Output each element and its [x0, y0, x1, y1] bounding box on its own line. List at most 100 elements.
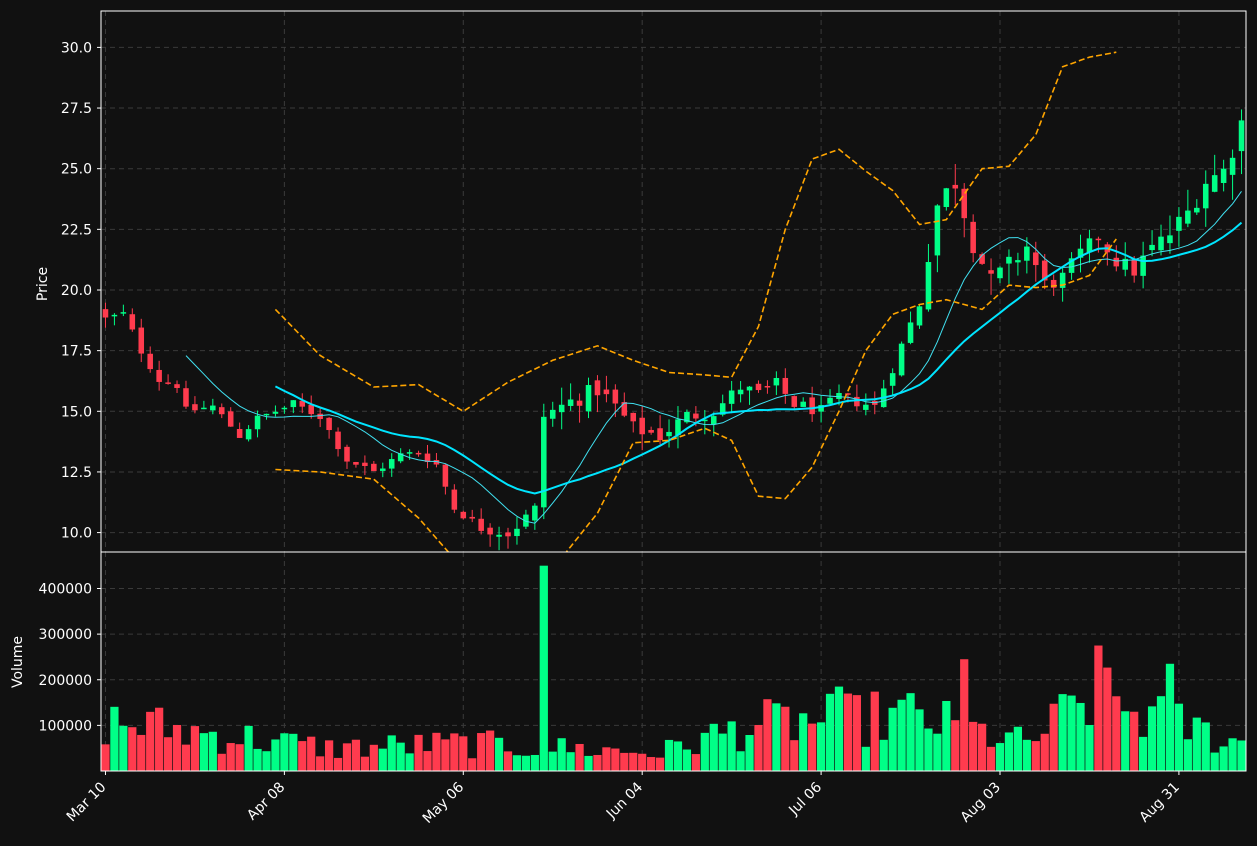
- candle-body: [415, 452, 422, 455]
- volume-bar: [960, 659, 969, 771]
- volume-bar: [557, 738, 566, 771]
- volume-bar: [155, 707, 164, 771]
- candle-body: [254, 415, 261, 430]
- candle-body: [791, 396, 798, 407]
- volume-bar: [1103, 667, 1112, 771]
- candle-body: [1131, 259, 1137, 276]
- candle-body: [210, 405, 216, 411]
- candle-body: [907, 322, 914, 343]
- candle-body: [657, 428, 663, 441]
- price-tick-label: 20.0: [61, 283, 92, 299]
- candle-body: [702, 419, 708, 422]
- candle-body: [1122, 258, 1129, 270]
- volume-bar: [1022, 739, 1031, 771]
- x-tick-label: Apr 08: [244, 779, 288, 823]
- volume-bar: [503, 751, 513, 771]
- volume-bar: [387, 735, 396, 771]
- volume-bar: [736, 751, 745, 771]
- volume-bar: [969, 721, 978, 771]
- candle-body: [371, 463, 377, 472]
- volume-bar: [405, 753, 414, 771]
- candle-body: [362, 462, 368, 466]
- volume-bar: [298, 741, 307, 771]
- volume-bar: [897, 699, 906, 771]
- volume-bar: [271, 739, 280, 771]
- volume-bar: [137, 734, 146, 771]
- candle-body: [290, 400, 297, 408]
- candle-body: [836, 392, 842, 400]
- candle-body: [388, 459, 395, 469]
- candle-body: [863, 404, 869, 410]
- x-tick-label: Mar 10: [64, 779, 110, 825]
- candle-body: [397, 453, 404, 462]
- candle-body: [1086, 238, 1093, 253]
- candle-body: [594, 380, 601, 396]
- candle-body: [174, 384, 180, 388]
- volume-bar: [324, 740, 334, 771]
- candle-body: [451, 489, 458, 510]
- candle-body: [800, 401, 806, 407]
- volume-bar: [539, 565, 548, 771]
- candle-body: [496, 534, 502, 537]
- volume-bar: [664, 739, 674, 771]
- candle-body: [755, 383, 762, 391]
- candle-body: [567, 399, 574, 406]
- candle-body: [380, 468, 386, 471]
- volume-bar: [1040, 733, 1049, 771]
- candles: [102, 109, 1245, 551]
- candle-body: [478, 518, 484, 531]
- volume-bar: [620, 752, 629, 771]
- candle-body: [648, 429, 654, 433]
- volume-bar: [1013, 726, 1023, 771]
- candle-body: [1041, 260, 1048, 281]
- candle-body: [308, 404, 314, 415]
- volume-bar: [548, 751, 557, 771]
- candle-body: [621, 402, 628, 416]
- volume-bar: [799, 713, 808, 771]
- price-tick-label: 30.0: [61, 40, 92, 56]
- volume-bar: [1156, 696, 1166, 771]
- volume-bar: [512, 755, 522, 771]
- volume-bar: [763, 699, 772, 771]
- volume-bar: [1174, 703, 1184, 771]
- volume-bar: [709, 723, 718, 771]
- volume-bar: [101, 744, 110, 771]
- candle-body: [666, 431, 672, 437]
- candle-body: [1185, 210, 1191, 224]
- volume-panel: 100000 200000 300000 400000 Mar 10 Apr 08 May …: [39, 551, 1247, 827]
- candle-body: [281, 407, 288, 410]
- candle-body: [728, 390, 735, 404]
- volume-bar: [727, 721, 736, 771]
- candle-body: [845, 393, 851, 395]
- volume-bar: [647, 757, 656, 771]
- candle-body: [1033, 252, 1039, 266]
- volume-bar: [1004, 732, 1014, 771]
- candle-body: [1194, 207, 1200, 213]
- volume-bar: [825, 693, 835, 771]
- volume-tick-label: 300000: [39, 627, 92, 643]
- candle-body: [514, 528, 520, 537]
- volume-bar: [843, 693, 853, 771]
- volume-bar: [530, 754, 539, 771]
- candle-body: [460, 511, 467, 519]
- x-tick-label: Aug 03: [958, 779, 1004, 825]
- candle-body: [639, 417, 645, 435]
- volume-bar: [468, 758, 477, 771]
- candle-body: [898, 343, 905, 376]
- volume-bar: [396, 742, 405, 771]
- candle-body: [344, 446, 350, 462]
- price-tick-label: 12.5: [61, 465, 92, 481]
- volume-bar: [378, 748, 387, 771]
- volume-bar: [432, 732, 441, 771]
- volume-bar: [521, 755, 531, 771]
- upper-band-line: [274, 51, 1117, 413]
- volume-bar: [369, 744, 378, 771]
- candle-body: [406, 452, 413, 454]
- candle-body: [585, 385, 592, 412]
- candle-body: [675, 419, 681, 436]
- candle-body: [961, 188, 967, 219]
- volume-bar: [146, 711, 155, 771]
- volume-bar: [1192, 717, 1201, 771]
- volume-bar: [333, 757, 343, 771]
- candle-body: [201, 407, 207, 410]
